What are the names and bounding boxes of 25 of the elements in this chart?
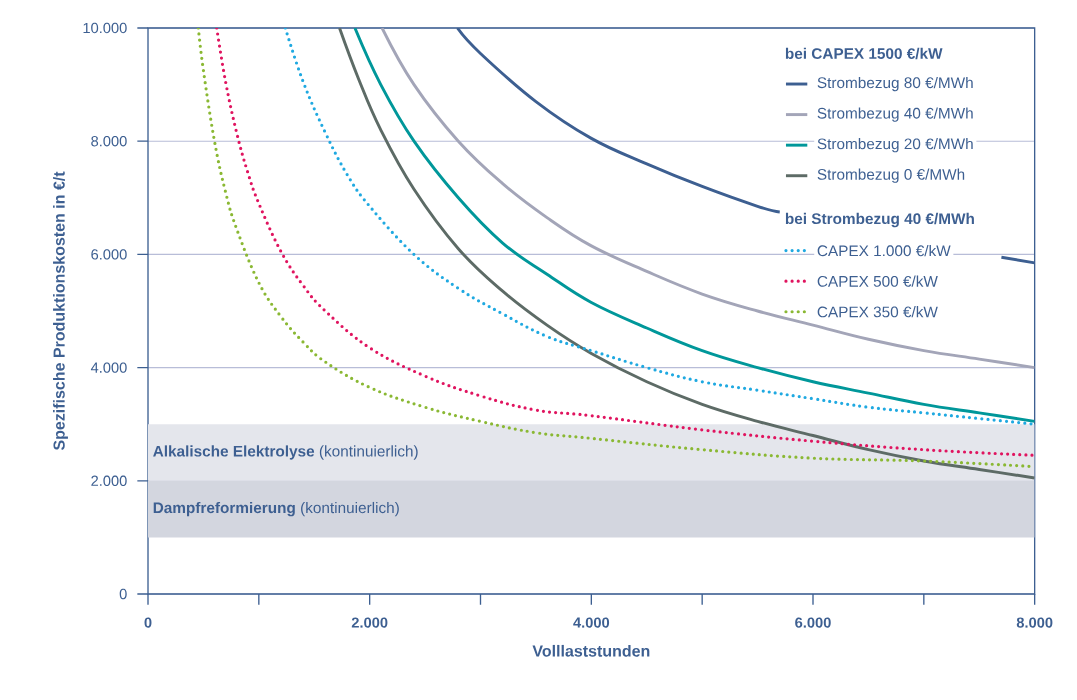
x-tick-label: 0 xyxy=(144,617,152,628)
band-label: Dampfreformierung (kontinuierlich) xyxy=(153,501,399,517)
legend-label: Strombezug 40 €/MWh xyxy=(817,107,973,122)
legend-label: CAPEX 350 €/kW xyxy=(817,306,938,318)
legend-label: Strombezug 80 €/MWh xyxy=(817,76,973,92)
y-tick-label: 10.000 xyxy=(83,22,127,34)
line-series xyxy=(380,28,1035,370)
y-tick-label: 0 xyxy=(119,588,127,600)
legend-label: CAPEX 1.000 €/kW xyxy=(817,244,951,257)
x-axis-title: Volllaststunden xyxy=(532,644,650,657)
band-label: Alkalische Elektrolyse (kontinuierlich) xyxy=(153,445,418,460)
x-tick-label: 8.000 xyxy=(1016,617,1053,628)
legend-label: CAPEX 500 €/kW xyxy=(817,275,938,287)
legend-title: bei CAPEX 1500 €/kW xyxy=(785,47,943,60)
y-tick-label: 2.000 xyxy=(91,475,127,486)
y-tick-label: 4.000 xyxy=(90,362,127,373)
annotation: bei Strombezug 40 €/MWh xyxy=(785,212,974,228)
legend-label: Strombezug 20 €/MWh xyxy=(817,138,973,153)
x-tick-label: 6.000 xyxy=(795,617,831,628)
y-tick-label: 6.000 xyxy=(91,249,127,260)
x-tick-label: 4.000 xyxy=(573,617,610,628)
x-tick-label: 2.000 xyxy=(351,617,388,628)
y-axis-title: Spezifische Produktionskosten in €/t xyxy=(53,171,68,451)
y-tick-label: 8.000 xyxy=(91,136,127,147)
legend-label: Strombezug 0 €/MWh xyxy=(817,168,965,183)
